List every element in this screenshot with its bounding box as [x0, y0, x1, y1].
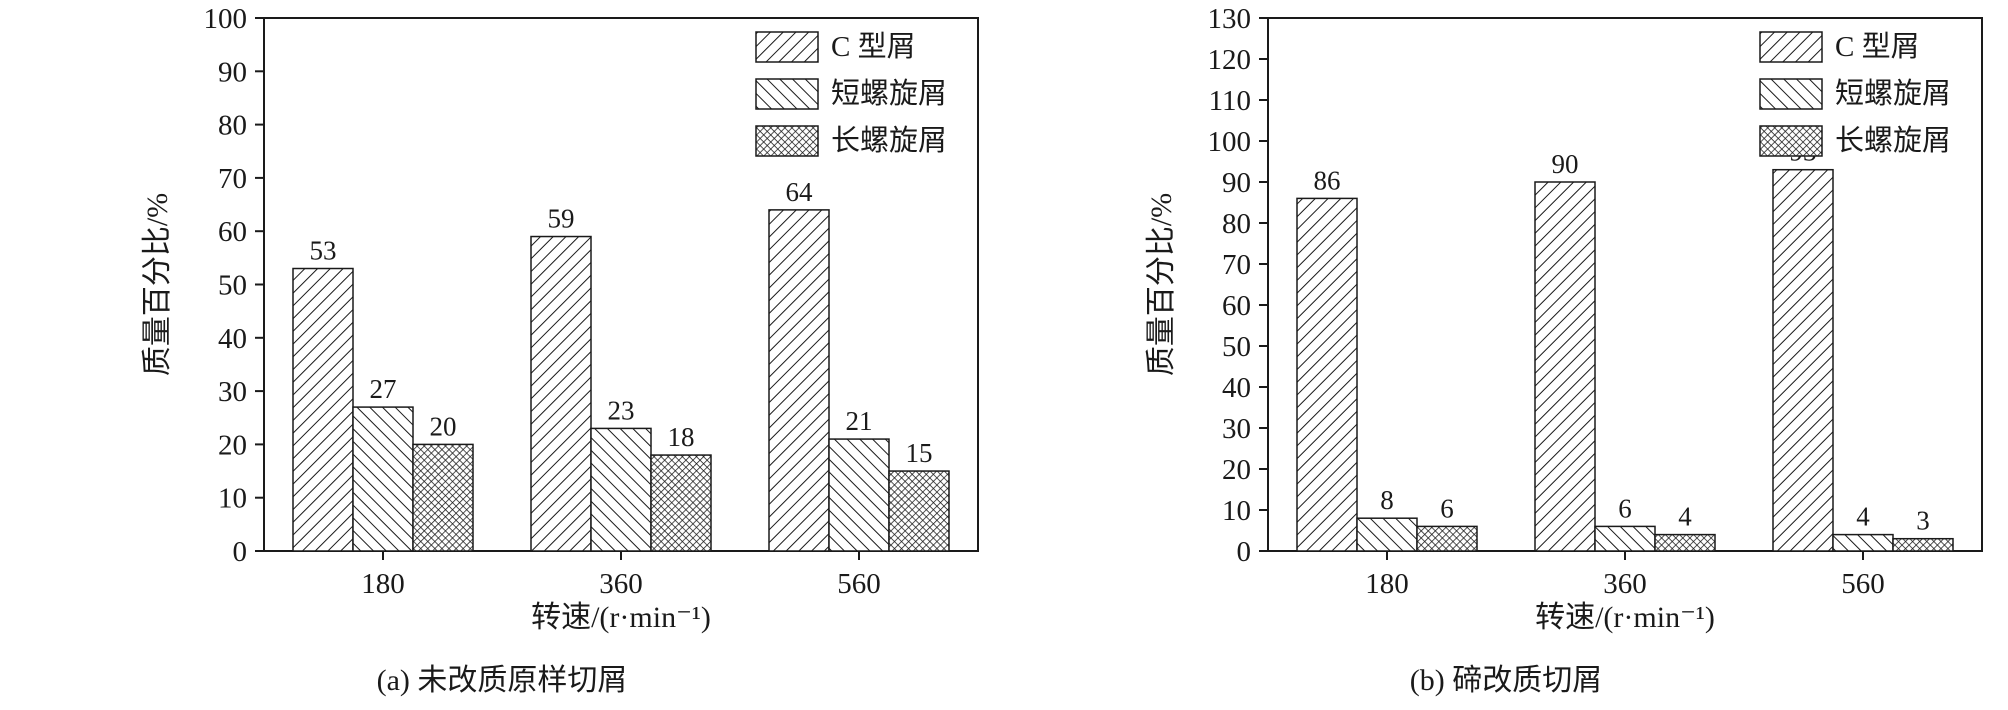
y-tick-label: 10: [1222, 495, 1251, 527]
bar-diag-down: [1832, 533, 1894, 552]
bar-value-label: 90: [1552, 149, 1579, 179]
bar-diag-up: [768, 209, 830, 552]
x-axis-title: 转速/(r·min⁻¹): [1535, 601, 1715, 634]
x-tick-label: 360: [1603, 568, 1647, 600]
legend-swatch-diag-down: [755, 78, 819, 110]
y-tick-label: 20: [1222, 454, 1251, 486]
bar-cross: [888, 470, 950, 552]
chart-a-svg: 0 10 20 30 40 50 60 70 80 90 100 180 53 27 20 360 59 23 18…: [141, 3, 979, 634]
bar-value-label: 6: [1440, 493, 1454, 523]
bar-cross: [1416, 525, 1478, 552]
y-tick-label: 70: [218, 163, 247, 195]
y-tick-label: 50: [1222, 331, 1251, 363]
bar-value-label: 53: [310, 236, 337, 266]
x-tick-label: 180: [1365, 568, 1409, 600]
bar-diag-down: [352, 406, 414, 552]
legend-label: 短螺旋屑: [1835, 77, 1951, 110]
bar-diag-up: [530, 235, 592, 552]
y-tick-label: 70: [1222, 249, 1251, 281]
y-axis-title: 质量百分比/%: [141, 193, 174, 376]
figure-a: 0 10 20 30 40 50 60 70 80 90 100 180 53 27 20 360 59 23 18…: [141, 3, 979, 697]
legend-swatch-diag-up: [755, 31, 819, 63]
y-tick-label: 30: [218, 376, 247, 408]
y-tick-label: 80: [218, 110, 247, 142]
chart-a-caption: (a) 未改质原样切屑: [376, 664, 628, 697]
legend-label: C 型屑: [1835, 30, 1920, 63]
bar-diag-down: [1594, 525, 1656, 552]
y-tick-label: 130: [1208, 3, 1252, 35]
chart-b-caption: (b) 碲改质切屑: [1409, 664, 1603, 697]
y-tick-label: 60: [218, 216, 247, 248]
bar-value-label: 8: [1380, 485, 1394, 515]
y-tick-label: 0: [233, 536, 248, 568]
x-tick-label: 560: [837, 568, 881, 600]
bar-value-label: 20: [430, 411, 457, 441]
y-tick-label: 10: [218, 483, 247, 515]
bar-value-label: 4: [1678, 502, 1692, 532]
y-tick-label: 30: [1222, 413, 1251, 445]
legend-label: 短螺旋屑: [831, 77, 947, 110]
bar-diag-down: [1356, 517, 1418, 552]
x-tick-label: 360: [599, 568, 643, 600]
x-tick-label: 180: [361, 568, 405, 600]
bar-value-label: 64: [786, 177, 814, 207]
bar-value-label: 27: [370, 374, 397, 404]
legend-swatch-diag-down: [1759, 78, 1823, 110]
y-tick-label: 90: [1222, 167, 1251, 199]
bar-value-label: 6: [1618, 493, 1632, 523]
y-tick-label: 100: [204, 3, 248, 35]
bar-diag-down: [828, 438, 890, 552]
bar-value-label: 18: [668, 422, 695, 452]
bar-cross: [1892, 537, 1954, 552]
bar-diag-down: [590, 427, 652, 552]
legend-swatch-cross: [755, 125, 819, 157]
legend-label: 长螺旋屑: [1835, 124, 1951, 157]
x-axis-title: 转速/(r·min⁻¹): [531, 601, 711, 634]
y-tick-label: 120: [1208, 44, 1252, 76]
bar-value-label: 3: [1916, 506, 1930, 536]
y-tick-label: 60: [1222, 290, 1251, 322]
legend-label: C 型屑: [831, 30, 916, 63]
y-tick-label: 40: [218, 323, 247, 355]
bar-diag-up: [1296, 197, 1358, 552]
bar-diag-up: [1772, 168, 1834, 552]
bar-value-label: 23: [608, 395, 635, 425]
legend-swatch-cross: [1759, 125, 1823, 157]
legend-swatch-diag-up: [1759, 31, 1823, 63]
bar-cross: [412, 443, 474, 552]
y-tick-label: 0: [1237, 536, 1252, 568]
bar-value-label: 21: [846, 406, 873, 436]
y-axis-title: 质量百分比/%: [1145, 193, 1178, 376]
y-tick-label: 50: [218, 270, 247, 302]
y-tick-label: 100: [1208, 126, 1252, 158]
legend-label: 长螺旋屑: [831, 124, 947, 157]
bar-value-label: 59: [548, 204, 575, 234]
bar-cross: [650, 454, 712, 552]
y-tick-label: 20: [218, 429, 247, 461]
x-tick-label: 560: [1841, 568, 1885, 600]
y-tick-label: 80: [1222, 208, 1251, 240]
y-tick-label: 40: [1222, 372, 1251, 404]
bar-value-label: 4: [1856, 502, 1870, 532]
y-tick-label: 110: [1209, 85, 1251, 117]
bar-diag-up: [292, 267, 354, 552]
bar-value-label: 15: [906, 438, 933, 468]
bar-value-label: 86: [1314, 165, 1341, 195]
bar-cross: [1654, 533, 1716, 552]
bar-diag-up: [1534, 181, 1596, 552]
figure-b: 0 10 20 30 40 50 60 70 80 90 100 110 120 130 180 86 8 6 36…: [1004, 0, 2008, 710]
y-tick-label: 90: [218, 56, 247, 88]
